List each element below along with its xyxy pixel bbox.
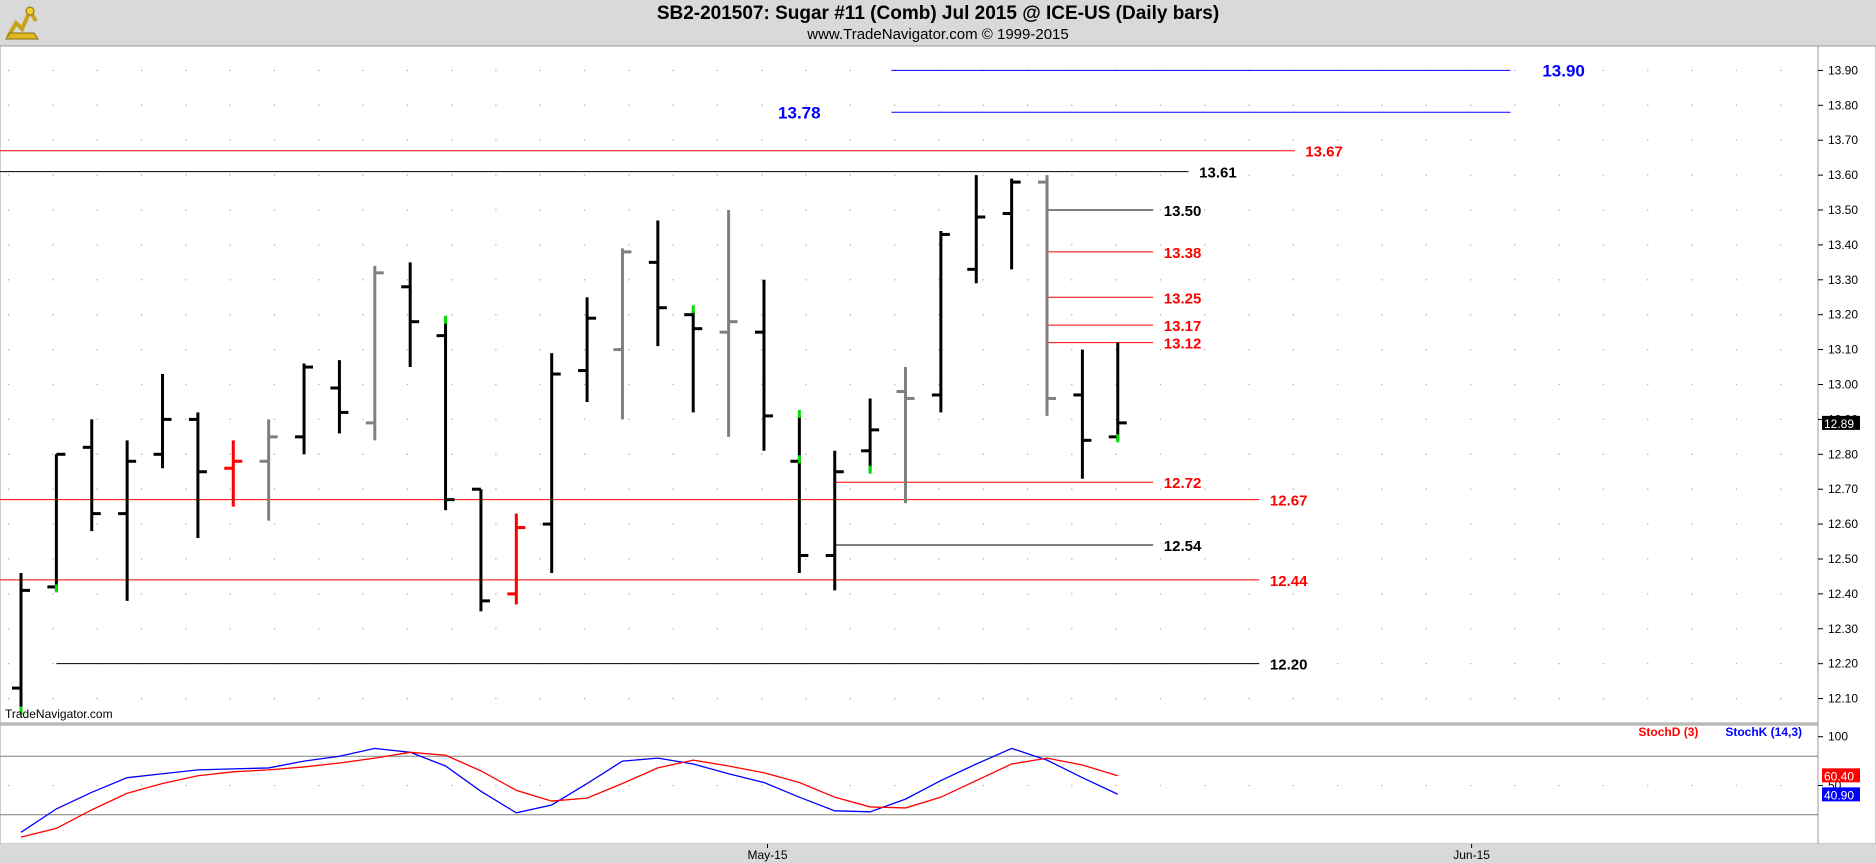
level-label: 13.50 — [1164, 203, 1202, 220]
price-axis-label: 13.60 — [1828, 168, 1858, 182]
ohlc-bar — [188, 412, 207, 539]
stochastic-panel — [0, 747, 1818, 838]
ohlc-bar — [931, 230, 950, 413]
logo-globe-shape — [25, 6, 35, 16]
chart-subtitle: www.TradeNavigator.com © 1999-2015 — [807, 26, 1069, 43]
level-label: 13.67 — [1305, 144, 1343, 161]
price-axis-label: 12.70 — [1828, 482, 1858, 496]
price-axis-label: 13.40 — [1828, 238, 1858, 252]
ohlc-bar — [825, 450, 844, 591]
price-axis-label: 13.20 — [1828, 308, 1858, 322]
ohlc-bars — [12, 175, 1127, 715]
price-axis: 12.10 12.20 12.30 12.40 12.50 12.60 12.70 12.80… — [1818, 63, 1858, 706]
time-axis: May-15 Jun-15 — [748, 844, 1490, 862]
price-axis-label: 12.40 — [1828, 587, 1858, 601]
ohlc-bar — [224, 440, 243, 507]
stochastic-last-value-label: 40.90 — [1824, 788, 1854, 802]
ohlc-bar — [330, 360, 349, 434]
ohlc-bar — [1002, 178, 1021, 270]
ohlc-bar — [295, 363, 314, 455]
legend-entry: StochK (14,3) — [1725, 725, 1802, 739]
price-axis-label: 12.10 — [1828, 692, 1858, 706]
price-axis-label: 12.60 — [1828, 517, 1858, 531]
right-axis-background — [1817, 45, 1876, 845]
ohlc-bar — [82, 419, 101, 532]
watermark-text: TradeNavigator.com — [5, 707, 113, 721]
ohlc-bar — [754, 279, 773, 451]
ohlc-bar — [1073, 349, 1092, 479]
chart-title: SB2-201507: Sugar #11 (Comb) Jul 2015 @ … — [656, 3, 1220, 24]
time-axis-label: Jun-15 — [1453, 848, 1490, 862]
ohlc-bar — [365, 265, 384, 441]
stochastic-series-line — [20, 751, 1118, 838]
ohlc-bar — [401, 262, 420, 368]
price-axis-label: 12.50 — [1828, 552, 1858, 566]
level-label: 12.54 — [1164, 538, 1202, 555]
ohlc-bar — [507, 513, 526, 605]
price-axis-label: 12.20 — [1828, 657, 1858, 671]
time-axis-label: May-15 — [748, 848, 788, 862]
logo-base-shape — [5, 32, 39, 40]
stochastic-axis-label: 100 — [1828, 730, 1848, 744]
level-label: 13.90 — [1542, 61, 1585, 80]
legend-entry: StochD (3) — [1638, 725, 1698, 739]
level-label: 13.38 — [1164, 245, 1202, 262]
price-levels: 13.90 13.78 13.67 13.61 13.50 13.38 13.25 13.17… — [0, 61, 1585, 674]
stochastic-legend: StochK (14,3) StochD (3) — [1638, 725, 1802, 739]
time-axis-background — [0, 844, 1876, 863]
price-panel-background — [0, 45, 1819, 724]
ohlc-bar — [648, 220, 667, 347]
ohlc-bar — [967, 175, 986, 284]
price-axis-label: 13.90 — [1828, 63, 1858, 77]
ohlc-bar — [471, 487, 490, 612]
ohlc-bar — [719, 210, 738, 437]
price-axis-label: 13.50 — [1828, 203, 1858, 217]
logo-graphic — [5, 6, 39, 40]
ohlc-bar — [259, 419, 278, 521]
price-axis-label: 13.80 — [1828, 98, 1858, 112]
trade-navigator-logo — [4, 3, 40, 43]
ohlc-bar — [896, 367, 915, 504]
stochastic-last-value-box — [1822, 787, 1860, 802]
stochastic-last-value-box — [1822, 768, 1860, 783]
level-label: 13.61 — [1199, 165, 1237, 182]
ohlc-bar — [613, 248, 632, 420]
price-axis-label: 12.80 — [1828, 447, 1858, 461]
ohlc-bar — [153, 374, 172, 469]
price-axis-label: 13.30 — [1828, 273, 1858, 287]
ohlc-bar — [1038, 175, 1057, 416]
level-label: 12.67 — [1270, 493, 1308, 510]
level-label: 13.17 — [1164, 318, 1202, 335]
ohlc-bar — [12, 572, 30, 713]
ohlc-bar — [684, 311, 703, 413]
level-label: 12.72 — [1164, 475, 1202, 492]
stochastic-series-line — [20, 747, 1119, 833]
ohlc-bar — [118, 440, 137, 601]
level-label: 12.20 — [1270, 657, 1308, 674]
level-label: 12.44 — [1270, 573, 1308, 590]
ohlc-bar — [542, 353, 561, 573]
stochastic-last-value-label: 60.40 — [1824, 769, 1854, 783]
price-axis-label: 12.30 — [1828, 622, 1858, 636]
price-axis-label: 13.10 — [1828, 343, 1858, 357]
last-price-label: 12.89 — [1824, 417, 1854, 431]
price-axis-label: 13.00 — [1828, 378, 1858, 392]
level-label: 13.25 — [1164, 290, 1202, 307]
price-axis-label: 13.70 — [1828, 133, 1858, 147]
last-price-box — [1822, 415, 1860, 430]
ohlc-bar — [578, 297, 597, 402]
level-label: 13.12 — [1164, 336, 1202, 353]
ohlc-bar — [861, 398, 880, 472]
stochastic-panel-background — [0, 724, 1819, 845]
level-label: 13.78 — [778, 103, 821, 122]
ohlc-bar — [436, 321, 455, 511]
